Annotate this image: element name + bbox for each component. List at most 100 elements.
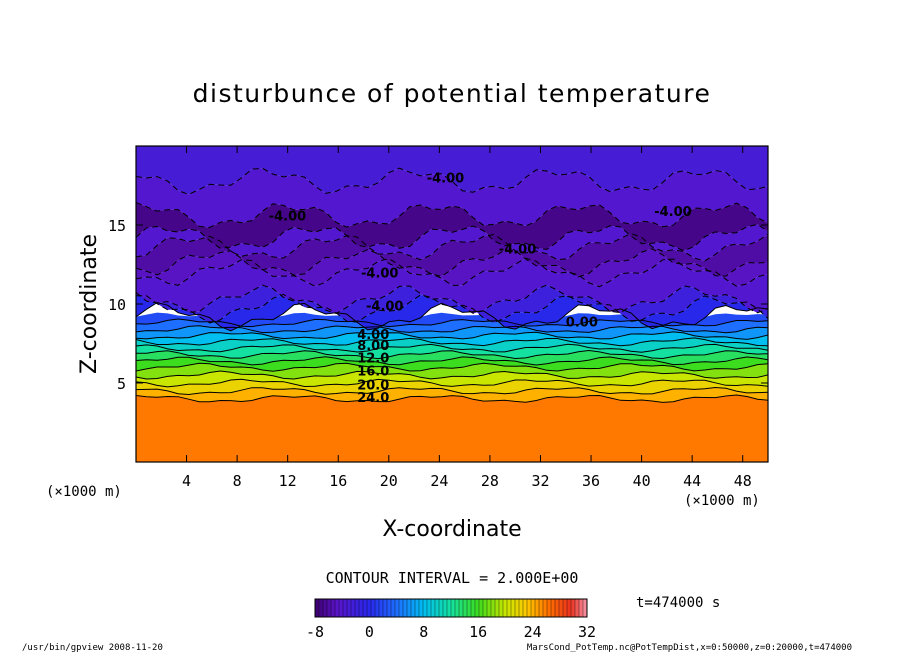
contour-line — [136, 248, 768, 278]
colorbar-cell — [386, 598, 392, 618]
colorbar-cell — [334, 598, 340, 618]
colorbar-cell — [422, 598, 428, 618]
heatmap-layer — [136, 325, 768, 340]
contour-line — [136, 356, 768, 366]
heatmap-layer — [136, 285, 768, 323]
colorbar-cell — [318, 598, 324, 618]
heatmap-layer — [136, 294, 768, 331]
colorbar-cell — [574, 598, 580, 618]
colorbar-cell — [326, 598, 332, 618]
colorbar-cell — [462, 598, 468, 618]
colorbar-cell — [382, 598, 388, 618]
heatmap-bands — [136, 146, 768, 462]
contour-labels: -4.00 -4.00 -4.00 -4.00 -4.00 -4.00 0.00 4.008.… — [269, 172, 692, 407]
contour-label: 24.0 — [357, 391, 389, 406]
contour-label: -4.00 — [366, 300, 403, 315]
colorbar-tick-label: 0 — [365, 623, 374, 641]
colorbar-cell — [314, 598, 320, 618]
contour-line — [136, 386, 768, 396]
colorbar-cell — [390, 598, 396, 618]
x-tick-label: 24 — [430, 472, 448, 490]
colorbar-cell — [514, 598, 520, 618]
colorbar-cell — [438, 598, 444, 618]
contour-line — [136, 349, 768, 360]
x-tick-label: 36 — [582, 472, 600, 490]
colorbar-tick-label: 32 — [578, 623, 596, 641]
y-tick-label: 15 — [108, 217, 126, 235]
colorbar-tick-label: 16 — [469, 623, 487, 641]
heatmap-layer — [136, 146, 768, 195]
x-tick-label: 48 — [734, 472, 752, 490]
colorbar-cell — [538, 598, 544, 618]
contour-line — [136, 167, 768, 195]
heatmap-layer — [136, 233, 768, 277]
colorbar-cell — [322, 598, 328, 618]
colorbar-cell — [554, 598, 560, 618]
colorbar-cell — [406, 598, 412, 618]
colorbar-cell — [346, 598, 352, 618]
time-label: t=474000 s — [636, 595, 720, 611]
y-tick-label: 10 — [108, 296, 126, 314]
colorbar-cell — [530, 598, 536, 618]
colorbar-cell — [502, 598, 508, 618]
x-tick-label: 40 — [633, 472, 651, 490]
colorbar-cell — [474, 598, 480, 618]
contour-label: -4.00 — [499, 243, 536, 258]
contour-line — [136, 331, 768, 340]
contour-line — [136, 394, 768, 403]
colorbar-cell — [426, 598, 432, 618]
colorbar-tick-label: 24 — [524, 623, 542, 641]
colorbar-cell — [570, 598, 576, 618]
footer-right: MarsCond_PotTemp.nc@PotTempDist,x=0:5000… — [527, 643, 852, 653]
contour-label: 12.0 — [357, 352, 389, 367]
heatmap-layer — [136, 395, 768, 462]
colorbar-cell — [454, 598, 460, 618]
heatmap-layer — [136, 319, 768, 333]
heatmap-layer — [136, 202, 768, 251]
colorbar-cell — [414, 598, 420, 618]
y-tick-label: 5 — [117, 375, 126, 393]
heatmap-layer — [136, 387, 768, 403]
colorbar-cell — [526, 598, 532, 618]
heatmap-layer — [136, 248, 768, 287]
colorbar-cell — [402, 598, 408, 618]
contour-line — [136, 362, 768, 372]
heatmap-layer — [136, 331, 768, 346]
heatmap-layer — [136, 168, 768, 228]
colorbar-cell — [450, 598, 456, 618]
colorbar-cell — [370, 598, 376, 618]
colorbar-tick-label: 8 — [419, 623, 428, 641]
colorbar-cell — [362, 598, 368, 618]
colorbar-cell — [550, 598, 556, 618]
colorbar-cell — [350, 598, 356, 618]
contour-line — [136, 343, 768, 353]
contour-line — [136, 257, 768, 288]
contour-line — [136, 293, 768, 324]
contour-line — [136, 370, 768, 380]
colorbar-cell — [578, 598, 584, 618]
y-axis-label: Z-coordinate — [77, 234, 102, 374]
y-axis-ticks: 5 10 15 — [108, 217, 768, 393]
colorbar-frame — [314, 598, 588, 618]
x-tick-label: 32 — [531, 472, 549, 490]
y-axis-unit: (×1000 m) — [46, 484, 122, 500]
colorbar-cell — [446, 598, 452, 618]
colorbar-tick-label: -8 — [306, 623, 324, 641]
colorbar-cell — [466, 598, 472, 618]
contour-label: -4.00 — [654, 205, 691, 220]
contour-line — [136, 223, 768, 252]
colorbar-cell — [506, 598, 512, 618]
chart-title: disturbunce of potential temperature — [193, 79, 712, 108]
x-axis-unit: (×1000 m) — [684, 493, 760, 509]
colorbar-cell — [358, 598, 364, 618]
colorbar-cell — [558, 598, 564, 618]
colorbar-cell — [366, 598, 372, 618]
contour-line — [136, 325, 768, 334]
contour-interval: CONTOUR INTERVAL = 2.000E+00 — [326, 569, 579, 587]
colorbar-cell — [498, 598, 504, 618]
heatmap-layer — [136, 224, 768, 261]
colorbar-cell — [442, 598, 448, 618]
heatmap-layer — [136, 312, 768, 327]
heatmap-layer — [136, 371, 768, 387]
colorbar-cell — [522, 598, 528, 618]
